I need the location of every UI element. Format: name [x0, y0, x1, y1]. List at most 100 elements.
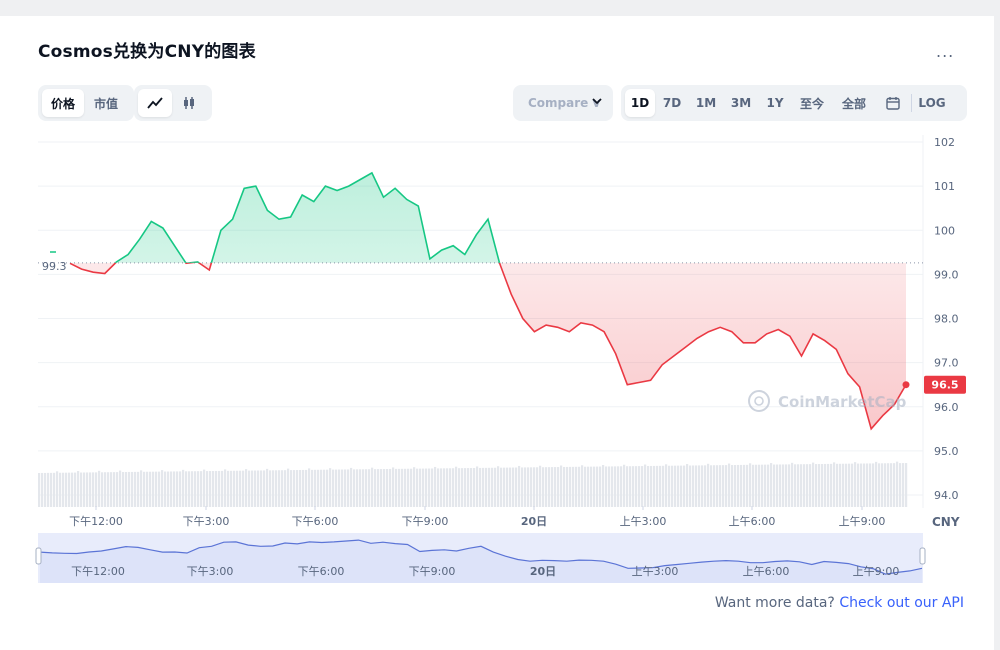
volume-bar: [95, 472, 98, 507]
chart-type-toggle: [134, 85, 212, 121]
volume-bar: [581, 465, 584, 507]
volume-bar: [413, 467, 416, 507]
candlestick-button[interactable]: [172, 89, 206, 117]
volume-bar: [365, 469, 368, 507]
volume-bar: [71, 472, 74, 507]
volume-bar: [692, 465, 695, 507]
volume-bar: [434, 466, 437, 507]
volume-bar: [41, 472, 44, 507]
volume-bar: [185, 471, 188, 507]
range-7d-button[interactable]: 7D: [662, 96, 682, 110]
volume-bar: [674, 465, 677, 507]
volume-bar: [398, 468, 401, 507]
volume-bar: [83, 472, 86, 507]
volume-bar: [695, 465, 698, 507]
line-chart-button[interactable]: [138, 89, 172, 117]
volume-bar: [224, 469, 227, 507]
volume-bar: [161, 470, 164, 507]
volume-bar: [107, 472, 110, 507]
volume-bar: [863, 463, 866, 507]
volume-bar: [305, 469, 308, 507]
volume-bar: [494, 467, 497, 507]
volume-bar: [176, 471, 179, 507]
volume-bar: [308, 468, 311, 507]
volume-bar: [269, 470, 272, 507]
svg-text:CoinMarketCap: CoinMarketCap: [778, 393, 907, 411]
volume-bar: [143, 471, 146, 507]
volume-bar: [665, 464, 668, 507]
y-tick-label: 99.0: [934, 268, 959, 281]
compare-dropdown[interactable]: Compare v: [513, 85, 613, 121]
volume-bar: [296, 470, 299, 507]
volume-bar: [47, 472, 50, 507]
volume-bar: [737, 464, 740, 507]
volume-bar: [617, 466, 620, 507]
price-button[interactable]: 价格: [42, 89, 84, 117]
volume-bar: [464, 468, 467, 507]
volume-bar: [422, 468, 425, 507]
volume-bar: [461, 468, 464, 507]
volume-bar: [557, 467, 560, 507]
range-all-button[interactable]: 全部: [841, 96, 866, 111]
volume-bar: [656, 465, 659, 507]
volume-bar: [326, 469, 329, 507]
volume-bar: [719, 465, 722, 507]
volume-bar: [896, 461, 899, 507]
volume-bar: [431, 468, 434, 507]
volume-bar: [488, 467, 491, 507]
x-tick-label: 上午3:00: [620, 515, 667, 528]
volume-bar: [644, 464, 647, 507]
volume-bar: [770, 463, 773, 507]
volume-bar: [62, 472, 65, 507]
volume-bar: [242, 470, 245, 507]
date-picker-button[interactable]: [875, 89, 911, 117]
volume-bar: [701, 465, 704, 507]
x-tick-label: 下午12:00: [69, 515, 123, 528]
range-1y-button[interactable]: 1Y: [766, 96, 784, 110]
volume-bar: [449, 468, 452, 507]
volume-bar: [218, 470, 221, 507]
navigator-right-handle[interactable]: [919, 547, 926, 565]
volume-bar: [632, 466, 635, 507]
volume-bar: [872, 463, 875, 507]
volume-bar: [404, 468, 407, 507]
volume-bar: [560, 465, 563, 507]
log-scale-button[interactable]: LOG: [918, 96, 946, 110]
volume-bar: [254, 470, 257, 507]
volume-bar: [470, 468, 473, 507]
area-fill-down: [70, 262, 906, 429]
y-tick-label: 97.0: [934, 357, 959, 370]
volume-bar: [347, 469, 350, 507]
volume-bar: [119, 470, 122, 507]
range-ytd-button[interactable]: 至今: [799, 96, 824, 111]
volume-bar: [479, 467, 482, 507]
volume-bar: [503, 467, 506, 507]
volume-bar: [722, 465, 725, 507]
volume-bar: [734, 464, 737, 507]
volume-bar: [596, 466, 599, 507]
y-tick-label: 100: [934, 224, 955, 237]
volume-bar: [260, 470, 263, 507]
more-options-icon[interactable]: ...: [936, 42, 955, 61]
volume-bar: [134, 471, 137, 507]
volume-bar: [758, 464, 761, 507]
volume-bar: [593, 466, 596, 507]
navigator-left-handle[interactable]: [35, 547, 42, 565]
volume-bar: [668, 465, 671, 507]
volume-bar: [662, 465, 665, 507]
volume-bar: [698, 465, 701, 507]
candlestick-icon: [184, 97, 194, 109]
volume-bar: [68, 472, 71, 507]
volume-bar: [329, 468, 332, 507]
navigator-tick-label: 上午6:00: [743, 565, 790, 578]
market-cap-button[interactable]: 市值: [93, 96, 118, 111]
range-1m-button[interactable]: 1M: [695, 96, 717, 110]
volume-bars: [38, 461, 908, 507]
api-promo: Want more data? Check out our API: [715, 595, 964, 611]
range-1d-button[interactable]: 1D: [625, 89, 655, 117]
range-3m-button[interactable]: 3M: [730, 96, 752, 110]
api-link[interactable]: Check out our API: [839, 595, 964, 611]
volume-bar: [452, 468, 455, 507]
chart-title: Cosmos兑换为CNY的图表: [38, 42, 256, 62]
